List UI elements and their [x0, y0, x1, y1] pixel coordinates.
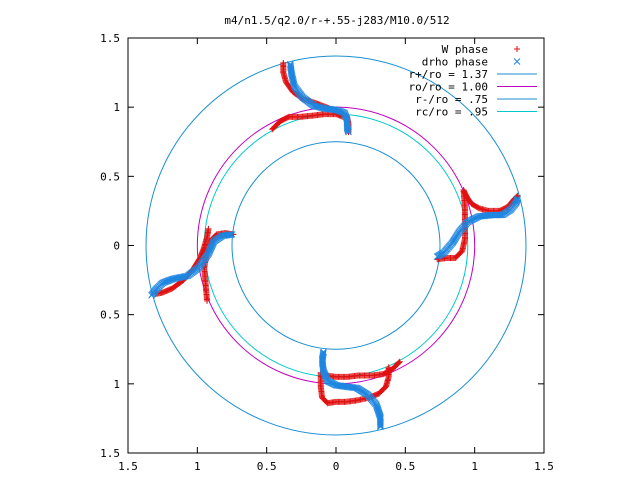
- data-point: [460, 187, 467, 194]
- x-tick-label: 0.5: [395, 460, 415, 473]
- legend-swatch: [514, 46, 520, 52]
- data-point: [290, 80, 298, 88]
- data-point: [320, 348, 327, 356]
- arm-4: [318, 348, 384, 431]
- legend-entry: ro/ro = 1.00: [409, 81, 537, 94]
- arm-1: [433, 195, 522, 260]
- series-drho-phase: [148, 60, 522, 431]
- data-series: [148, 59, 522, 431]
- legend-label: r+/ro = 1.37: [409, 68, 488, 81]
- axes: 1.5 1 0.5 0 0.5 1 1.51.510.500.511.5: [100, 32, 554, 473]
- data-point: [319, 351, 327, 358]
- y-tick-label: 0.5: [100, 170, 120, 183]
- data-point: [335, 107, 342, 115]
- legend-entry: r-/ro = .75: [415, 93, 537, 106]
- x-tick-label: 0.5: [257, 460, 277, 473]
- y-tick-label: 0: [113, 240, 120, 253]
- legend-entry: W phase: [442, 43, 520, 56]
- legend-label: drho phase: [422, 56, 488, 69]
- x-tick-label: 1: [194, 460, 201, 473]
- data-point: [514, 192, 521, 199]
- chart-title: m4/n1.5/q2.0/r-+.55-j283/M10.0/512: [224, 14, 449, 27]
- data-point: [514, 195, 522, 202]
- y-tick-label: 1: [113, 378, 120, 391]
- legend-label: ro/ro = 1.00: [409, 81, 488, 94]
- arm-3: [148, 231, 236, 299]
- data-point: [336, 107, 343, 115]
- data-point: [220, 232, 227, 239]
- arm-2: [434, 187, 468, 263]
- arm-2: [286, 60, 352, 136]
- legend-entry: drho phase: [422, 56, 521, 69]
- y-tick-label: 0.5: [100, 309, 120, 322]
- data-point: [345, 128, 352, 136]
- legend-entry: rc/ro = .95: [415, 106, 537, 119]
- data-point: [332, 106, 340, 114]
- data-point: [204, 297, 211, 304]
- y-tick-label: 1.5: [100, 447, 120, 460]
- x-tick-label: 1.5: [118, 460, 138, 473]
- data-point: [373, 403, 381, 411]
- legend-entry: r+/ro = 1.37: [409, 68, 537, 81]
- data-point: [333, 106, 341, 114]
- legend-label: W phase: [442, 43, 488, 56]
- circle-3: [231, 141, 441, 350]
- data-point: [319, 349, 327, 357]
- legend-label: rc/ro = .95: [415, 106, 488, 119]
- data-point: [290, 81, 298, 89]
- x-tick-label: 1.5: [534, 460, 554, 473]
- legend-swatch: [513, 58, 521, 65]
- y-tick-label: 1.5: [100, 32, 120, 45]
- x-tick-label: 1: [471, 460, 478, 473]
- arm-4: [269, 111, 346, 133]
- x-tick-label: 0: [333, 460, 340, 473]
- circle-1: [145, 55, 527, 436]
- y-tick-label: 1: [113, 101, 120, 114]
- legend-label: r-/ro = .75: [415, 93, 488, 106]
- data-point: [148, 291, 155, 299]
